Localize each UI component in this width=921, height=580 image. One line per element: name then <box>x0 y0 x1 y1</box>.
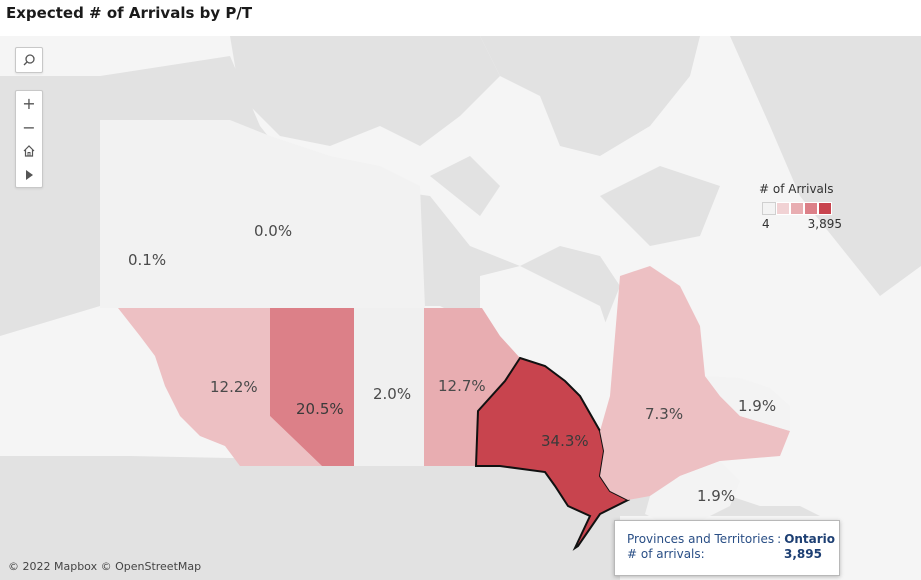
search-control[interactable] <box>15 47 43 73</box>
label-ontario: 34.3% <box>541 432 589 450</box>
region-quebec[interactable] <box>600 266 790 500</box>
label-nl: 1.9% <box>738 397 776 415</box>
tooltip-row-measure: # of arrivals: 3,895 <box>627 547 839 562</box>
hudson-bay <box>480 266 610 371</box>
play-icon[interactable] <box>16 163 42 187</box>
map-attribution[interactable]: © 2022 Mapbox © OpenStreetMap <box>8 560 202 573</box>
tooltip-field-value: Ontario <box>784 532 836 546</box>
tooltip-row-region: Provinces and Territories : Ontario <box>627 532 839 547</box>
label-saskatchewan: 2.0% <box>373 385 411 403</box>
region-nl[interactable] <box>705 376 790 431</box>
legend-swatch <box>776 202 790 215</box>
tooltip-separator: : <box>777 532 782 546</box>
tooltip-measure-label: # of arrivals: <box>627 547 705 561</box>
label-alberta: 20.5% <box>296 400 344 418</box>
tooltip-measure-value: 3,895 <box>784 547 822 561</box>
legend-color-bar <box>762 202 847 215</box>
zoom-out-button[interactable]: − <box>22 117 36 137</box>
zoom-in-button[interactable]: + <box>22 93 36 113</box>
label-manitoba: 12.7% <box>438 377 486 395</box>
region-north[interactable] <box>100 120 425 308</box>
legend-swatch <box>804 202 818 215</box>
legend-swatch <box>762 202 776 215</box>
region-bc[interactable] <box>118 308 322 466</box>
home-icon[interactable] <box>16 139 42 163</box>
legend-min: 4 <box>762 217 770 231</box>
map-canvas[interactable]: 0.1% 0.0% 12.2% 20.5% 2.0% 12.7% 34.3% 7… <box>0 36 921 580</box>
label-nwt: 0.0% <box>254 222 292 240</box>
zoom-controls: + − <box>15 90 43 188</box>
region-saskatchewan[interactable] <box>354 308 424 466</box>
page-title: Expected # of Arrivals by P/T <box>6 4 253 22</box>
search-icon[interactable] <box>16 48 42 72</box>
legend-swatch <box>790 202 804 215</box>
label-yukon: 0.1% <box>128 251 166 269</box>
legend-max: 3,895 <box>807 217 842 231</box>
region-manitoba[interactable] <box>424 308 520 466</box>
legend-title: # of Arrivals <box>759 182 834 196</box>
legend-swatch <box>818 202 832 215</box>
map-tooltip: Provinces and Territories : Ontario # of… <box>614 520 840 576</box>
map-svg: 0.1% 0.0% 12.2% 20.5% 2.0% 12.7% 34.3% 7… <box>0 36 921 580</box>
region-ontario[interactable] <box>474 356 631 551</box>
label-maritimes: 1.9% <box>697 487 735 505</box>
region-alberta[interactable] <box>270 308 354 466</box>
tooltip-field-label: Provinces and Territories <box>627 532 775 546</box>
region-maritimes[interactable] <box>645 461 740 526</box>
legend-ticks: 4 3,895 <box>762 217 842 231</box>
label-bc: 12.2% <box>210 378 258 396</box>
label-quebec: 7.3% <box>645 405 683 423</box>
color-legend: # of Arrivals 4 3,895 <box>757 182 847 231</box>
